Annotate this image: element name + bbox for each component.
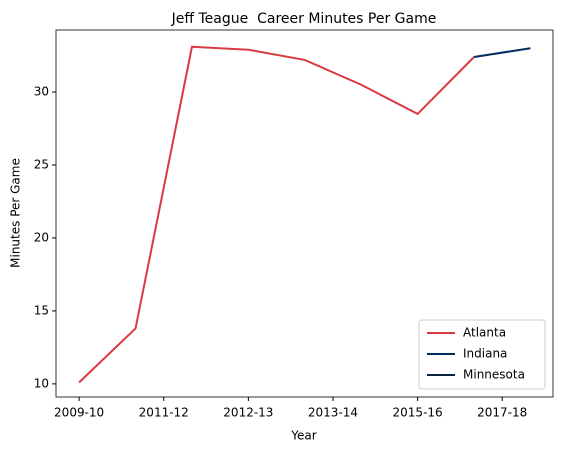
y-tick-label: 25 xyxy=(34,157,49,171)
legend: Atlanta Indiana Minnesota xyxy=(418,319,546,390)
x-axis-label: Year xyxy=(290,429,316,443)
y-tick-label: 10 xyxy=(34,376,49,390)
x-tick-label: 2009-10 xyxy=(54,406,104,420)
x-tick-label: 2012-13 xyxy=(223,406,273,420)
plot-frame xyxy=(55,29,554,398)
line xyxy=(78,45,475,384)
legend-label: Minnesota xyxy=(463,368,525,382)
chart-title: Jeff Teague Career Minutes Per Game xyxy=(171,11,437,27)
legend-label: Atlanta xyxy=(463,326,506,340)
x-tick-label: 2017-18 xyxy=(477,406,527,420)
y-tick-label: 20 xyxy=(34,230,49,244)
y-tick-label: 15 xyxy=(34,303,49,317)
x-tick-label: 2015-16 xyxy=(393,406,443,420)
x-tick-label: 2013-14 xyxy=(308,406,358,420)
y-axis-label: Minutes Per Game xyxy=(9,158,23,268)
legend-box xyxy=(418,319,546,390)
legend-label: Indiana xyxy=(463,347,507,361)
y-tick-label: 30 xyxy=(34,85,49,99)
x-tick-label: 2011-12 xyxy=(139,406,189,420)
line xyxy=(473,47,531,58)
